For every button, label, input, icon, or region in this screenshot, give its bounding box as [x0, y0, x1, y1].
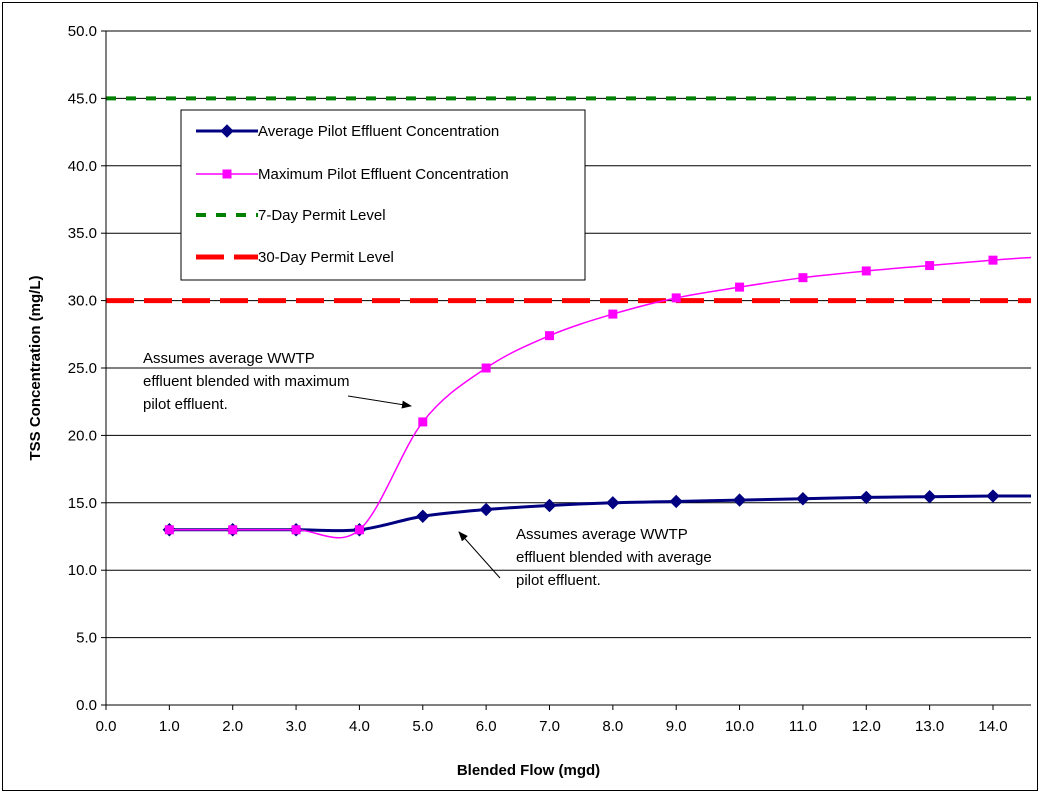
average-data-point — [986, 489, 1000, 503]
annotation-average: Assumes average WWTP effluent blended wit… — [458, 526, 712, 589]
x-tick-label: 4.0 — [349, 718, 370, 735]
maximum-data-point — [735, 282, 745, 292]
legend-label: 7-Day Permit Level — [258, 207, 386, 224]
legend-swatch-marker — [220, 124, 234, 138]
average-data-point — [732, 493, 747, 507]
maximum-data-point — [798, 273, 808, 283]
maximum-data-point — [228, 525, 238, 535]
y-tick-label: 0.0 — [76, 697, 97, 714]
y-tick-label: 35.0 — [68, 225, 97, 242]
legend-item: Maximum Pilot Effluent Concentration — [196, 166, 509, 183]
average-data-point — [479, 502, 493, 517]
y-tick-label: 20.0 — [68, 427, 97, 444]
average-data-point — [416, 509, 430, 523]
legend-swatch-marker — [222, 169, 232, 179]
x-tick-label: 14.0 — [978, 718, 1007, 735]
average-data-point — [542, 498, 557, 513]
legend-label: Average Pilot Effluent Concentration — [258, 123, 499, 140]
average-data-point — [796, 492, 810, 506]
x-tick-label: 5.0 — [412, 718, 433, 735]
annotation-text: effluent blended with maximum — [143, 373, 350, 390]
x-tick-label: 0.0 — [96, 718, 117, 735]
maximum-data-point — [861, 266, 871, 276]
x-tick-label: 8.0 — [602, 718, 623, 735]
maximum-data-point — [925, 261, 935, 271]
x-tick-label: 11.0 — [789, 718, 817, 735]
maximum-data-point — [164, 525, 174, 535]
maximum-data-point — [418, 417, 428, 427]
maximum-data-point — [988, 255, 998, 265]
annotation-text: pilot effluent. — [143, 396, 228, 413]
legend-label: 30-Day Permit Level — [258, 249, 394, 266]
x-tick-label: 1.0 — [159, 718, 180, 735]
annotation-arrow — [347, 395, 412, 409]
maximum-data-point — [481, 363, 491, 373]
x-tick-label: 6.0 — [476, 718, 497, 735]
maximum-data-point — [608, 309, 618, 319]
legend-item: Average Pilot Effluent Concentration — [196, 123, 499, 140]
y-tick-label: 40.0 — [68, 158, 97, 175]
x-tick-label: 3.0 — [286, 718, 307, 735]
annotation-text: Assumes average WWTP — [516, 526, 688, 543]
y-tick-label: 15.0 — [68, 495, 97, 512]
annotation-text: Assumes average WWTP — [143, 350, 315, 367]
x-tick-label: 12.0 — [852, 718, 881, 735]
average-data-point — [669, 494, 683, 509]
maximum-data-point — [354, 525, 364, 535]
annotation-text: effluent blended with average — [516, 549, 712, 566]
legend-item: 7-Day Permit Level — [196, 207, 386, 224]
x-axis-title: Blended Flow (mgd) — [457, 762, 600, 779]
y-tick-label: 25.0 — [68, 360, 97, 377]
x-tick-label: 2.0 — [222, 718, 243, 735]
y-tick-label: 30.0 — [68, 293, 97, 310]
average-data-point — [606, 496, 620, 510]
y-tick-label: 5.0 — [76, 630, 97, 647]
y-axis-title: TSS Concentration (mg/L) — [27, 276, 44, 461]
x-tick-label: 10.0 — [725, 718, 754, 735]
x-tick-label: 13.0 — [915, 718, 944, 735]
y-tick-label: 50.0 — [68, 23, 97, 40]
maximum-data-point — [544, 331, 554, 341]
legend-box — [180, 109, 586, 281]
legend-label: Maximum Pilot Effluent Concentration — [258, 166, 509, 183]
annotation-maximum: Assumes average WWTP effluent blended wit… — [143, 350, 412, 413]
maximum-data-point — [671, 293, 681, 303]
maximum-data-point — [291, 525, 301, 535]
y-tick-label: 10.0 — [68, 562, 97, 579]
annotation-text: pilot effluent. — [516, 572, 601, 589]
average-data-point — [922, 490, 937, 504]
average-data-point — [859, 490, 873, 505]
y-tick-label: 45.0 — [68, 90, 97, 107]
x-tick-label: 9.0 — [666, 718, 687, 735]
legend-item: 30-Day Permit Level — [196, 249, 394, 266]
series-maximum-line — [169, 256, 1032, 539]
x-tick-label: 7.0 — [539, 718, 560, 735]
annotation-arrow — [458, 531, 501, 579]
